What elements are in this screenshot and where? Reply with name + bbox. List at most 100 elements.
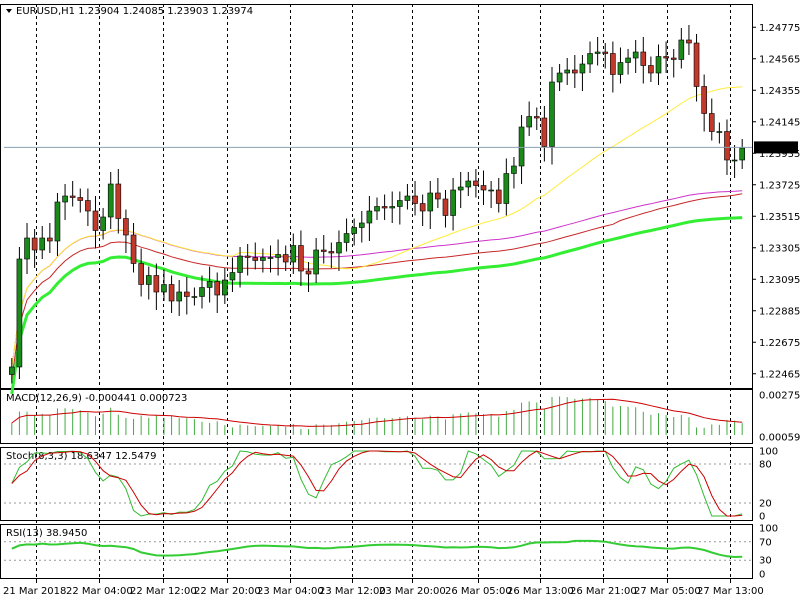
candle [92,196,99,249]
time-tick-label: 27 Mar 13:00 [697,586,764,597]
rsi-tick-label: 100 [759,524,778,535]
candle [389,191,396,223]
stoch-tick-label: 20 [759,499,772,510]
candle [206,266,213,303]
candle-body [640,51,647,66]
candle [313,238,319,283]
candle [579,55,586,91]
candle [366,196,373,241]
rsi-line [11,539,743,559]
rsi-tick-label: 70 [759,537,772,548]
candle [191,287,198,306]
candle [412,181,418,216]
candle [442,190,449,228]
rsi-panel-frame [0,524,753,579]
candle [518,115,525,184]
candle-body [92,210,99,231]
candle [62,184,68,220]
candle [100,208,106,240]
candle [229,257,236,292]
candles [9,25,745,384]
candle [275,239,281,276]
candle-body [206,281,213,288]
candle [617,47,624,84]
candle [397,191,403,225]
candle-body [168,284,175,302]
candle [511,157,517,189]
candle-body [320,249,327,252]
candle [267,245,274,273]
candle-body [427,192,434,212]
candle [374,197,380,220]
candle-body [587,53,593,65]
candle-body [16,258,23,368]
candle [602,43,609,69]
dropdown-arrow-icon[interactable] [6,9,12,13]
candle [488,181,494,208]
candle [107,172,114,229]
candle [305,262,312,292]
candle [237,247,243,288]
candle-body [305,270,312,275]
price-tick-label: 1.24775 [759,23,800,34]
candle [640,37,647,84]
candle-body [708,113,715,132]
candle-body [153,275,160,293]
candle-body [229,272,236,281]
macd-title: MACD(12,26,9) -0.000441 0.000723 [6,393,187,404]
price-tick-label: 1.22675 [759,338,800,349]
candle-body [328,251,335,254]
candle-body [62,195,68,203]
candle-body [419,203,426,212]
candle-body [480,185,487,191]
candle [587,41,593,73]
candle-body [389,206,396,209]
candle [336,230,342,271]
candle-body [222,279,228,296]
candle [655,44,662,85]
candle-body [473,180,479,186]
candle-body [275,254,281,258]
candle-body [138,263,144,285]
candle-body [397,200,403,207]
candle [115,169,122,234]
candle [77,188,84,213]
candle-body [47,237,53,242]
candle-body [663,56,669,59]
macd-tick-label: 0.000593 [759,433,800,444]
candle [138,248,144,297]
candle [404,184,411,210]
time-tick-label: 26 Mar 13:00 [507,586,574,597]
candle [632,40,639,73]
candle [549,67,555,165]
rsi-tick-label: 30 [759,556,772,567]
candle-body [511,165,517,174]
candle [85,188,91,226]
price-tick-label: 1.23305 [759,243,800,254]
candle-body [374,206,380,212]
candle-body [503,173,510,204]
candle [670,49,677,78]
candle-body [572,69,578,74]
candle-body [495,189,502,204]
main-panel-frame [0,4,753,389]
candle-body [693,42,700,87]
price-tick-label: 1.22885 [759,306,800,317]
price-tick-label: 1.24145 [759,117,800,128]
candle [701,74,707,132]
candle [123,209,129,253]
candle-body [199,287,205,297]
macd-tick-label: 0.002757 [759,391,800,402]
candle [556,64,563,91]
candle [183,277,190,315]
candle-body [526,116,532,128]
candle [678,28,685,69]
stoch-signal-line [11,450,743,517]
time-tick-label: 22 Mar 20:00 [194,586,261,597]
candle-body [77,197,84,201]
candle [419,194,426,226]
candle [610,41,616,93]
